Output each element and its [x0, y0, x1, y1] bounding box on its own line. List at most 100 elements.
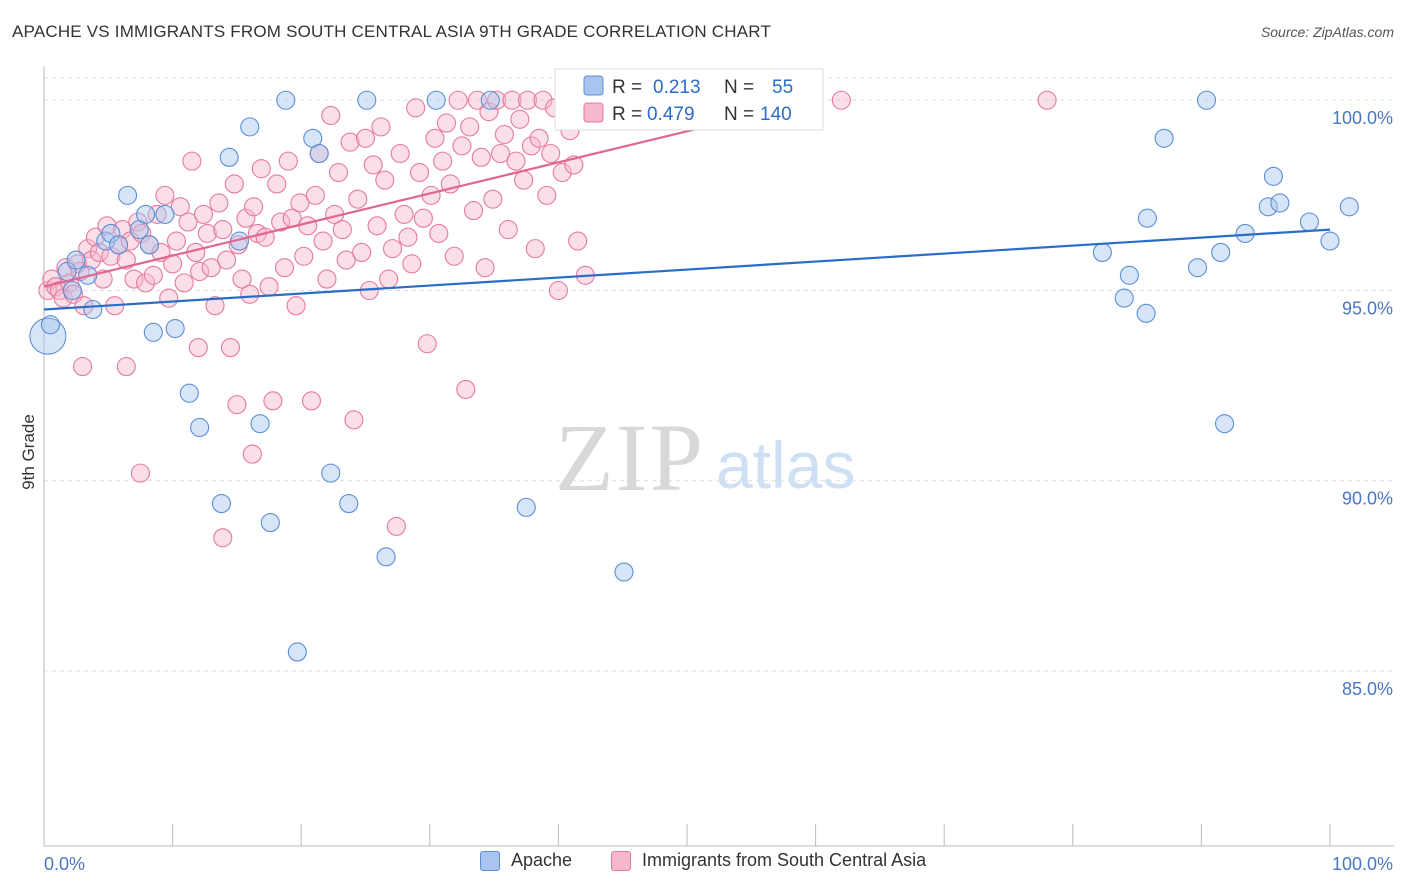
- immigrants-point-118: [490, 143, 511, 164]
- immigrants-point-29: [147, 204, 167, 224]
- immigrants-point-81: [348, 189, 368, 209]
- grid-layer: [44, 77, 1394, 672]
- apache-point-32: [376, 547, 396, 567]
- immigrants-point-92: [390, 143, 410, 164]
- immigrants-point-26: [136, 273, 156, 293]
- apache-point-9: [109, 235, 129, 255]
- immigrants-point-13: [85, 227, 105, 247]
- immigrants-point-65: [286, 296, 306, 316]
- apache-point-51: [1258, 197, 1278, 217]
- immigrants-point-147: [227, 395, 247, 415]
- immigrants-point-74: [321, 105, 341, 126]
- immigrants-point-96: [406, 98, 426, 118]
- immigrants-point-56: [251, 159, 271, 179]
- apache-point-8: [101, 223, 121, 243]
- immigrants-point-122: [506, 151, 526, 171]
- immigrants-point-133: [548, 280, 568, 301]
- immigrants-point-101: [425, 128, 445, 148]
- apache-point-3: [62, 280, 82, 301]
- trend-line-apache: [43, 228, 1331, 311]
- stats-legend: R = 0.213 N = 55 R = 0.479 N = 140: [554, 68, 824, 131]
- apache-point-16: [165, 318, 185, 339]
- apache-point-53: [1270, 193, 1290, 213]
- watermark-zip: ZIP: [555, 404, 705, 511]
- immigrants-point-131: [541, 143, 561, 164]
- apache-point-54: [1299, 212, 1319, 232]
- stats-n-value-immigrants: 140: [760, 104, 792, 125]
- immigrants-point-145: [188, 338, 208, 358]
- immigrants-point-59: [263, 391, 283, 411]
- immigrants-point-49: [224, 174, 244, 194]
- immigrants-point-72: [313, 231, 333, 251]
- immigrants-point-51: [232, 269, 252, 289]
- immigrants-point-54: [244, 197, 264, 217]
- legend-item-apache[interactable]: Apache: [480, 850, 572, 871]
- immigrants-point-41: [193, 204, 214, 224]
- immigrants-point-23: [124, 269, 144, 289]
- immigrants-point-62: [274, 258, 295, 278]
- immigrants-point-63: [278, 151, 298, 171]
- apache-point-25: [276, 90, 296, 110]
- apache-point-19: [211, 494, 232, 514]
- immigrants-point-11: [78, 239, 98, 259]
- immigrants-point-119: [494, 124, 514, 145]
- immigrants-point-42: [197, 223, 217, 243]
- apache-point-47: [1196, 90, 1217, 110]
- y-tick-label-100: 100.0%: [1332, 108, 1393, 128]
- legend-label-immigrants: Immigrants from South Central Asia: [642, 850, 927, 870]
- immigrants-point-79: [340, 132, 360, 152]
- immigrants-point-85: [363, 155, 383, 175]
- immigrants-point-98: [413, 208, 433, 228]
- apache-point-41: [1114, 288, 1134, 308]
- immigrants-point-28: [143, 265, 163, 285]
- immigrants-point-127: [525, 239, 545, 259]
- immigrants-point-53: [240, 284, 260, 304]
- immigrants-point-134: [552, 162, 572, 183]
- immigrants-point-104: [436, 113, 457, 133]
- legend-item-immigrants[interactable]: Immigrants from South Central Asia: [611, 850, 926, 871]
- immigrants-point-91: [386, 516, 406, 536]
- apache-point-13: [139, 235, 160, 255]
- apache-point-1: [40, 315, 60, 335]
- immigrants-point-31: [155, 185, 175, 205]
- immigrants-point-12: [82, 250, 102, 270]
- legend-label-apache: Apache: [511, 850, 573, 870]
- x-tick-label-100: 100.0%: [1332, 854, 1393, 874]
- immigrants-point-35: [170, 197, 190, 217]
- stats-r-value-immigrants: 0.479: [647, 104, 695, 125]
- immigrants-point-83: [355, 128, 376, 148]
- stats-r-value-apache: 0.213: [653, 77, 701, 98]
- stats-swatch-immigrants: [583, 102, 604, 123]
- immigrants-point-66: [290, 193, 310, 213]
- immigrants-point-60: [267, 174, 287, 194]
- series-immigrants-points: [38, 90, 1057, 548]
- immigrants-point-67: [294, 246, 314, 266]
- apache-point-23: [250, 414, 270, 434]
- immigrants-point-86: [367, 216, 387, 236]
- immigrants-point-114: [475, 258, 495, 278]
- apache-point-24: [260, 513, 280, 533]
- immigrants-point-146: [130, 463, 150, 483]
- apache-point-4: [66, 250, 86, 270]
- y-axis-label: 9th Grade: [19, 414, 38, 490]
- immigrants-point-20: [112, 220, 132, 240]
- apache-point-18: [190, 417, 210, 438]
- immigrants-point-116: [483, 189, 503, 209]
- immigrants-point-61: [271, 212, 291, 232]
- apache-point-43: [1136, 303, 1156, 323]
- y-tick-label-90: 90.0%: [1342, 489, 1393, 509]
- apache-point-28: [309, 143, 329, 164]
- immigrants-point-142: [242, 444, 262, 464]
- immigrants-point-149: [1037, 90, 1057, 110]
- stats-n-label-apache: N =: [724, 77, 754, 98]
- apache-point-40: [1092, 242, 1112, 262]
- immigrants-point-78: [336, 250, 356, 270]
- apache-point-34: [480, 90, 500, 110]
- immigrants-point-94: [398, 227, 418, 247]
- trend-layer: [43, 99, 1331, 311]
- immigrants-point-90: [382, 239, 403, 259]
- apache-point-10: [118, 185, 138, 205]
- apache-point-22: [240, 117, 260, 137]
- immigrants-point-77: [332, 220, 352, 240]
